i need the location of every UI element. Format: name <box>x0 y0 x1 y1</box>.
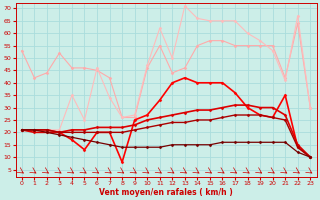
X-axis label: Vent moyen/en rafales ( km/h ): Vent moyen/en rafales ( km/h ) <box>99 188 233 197</box>
